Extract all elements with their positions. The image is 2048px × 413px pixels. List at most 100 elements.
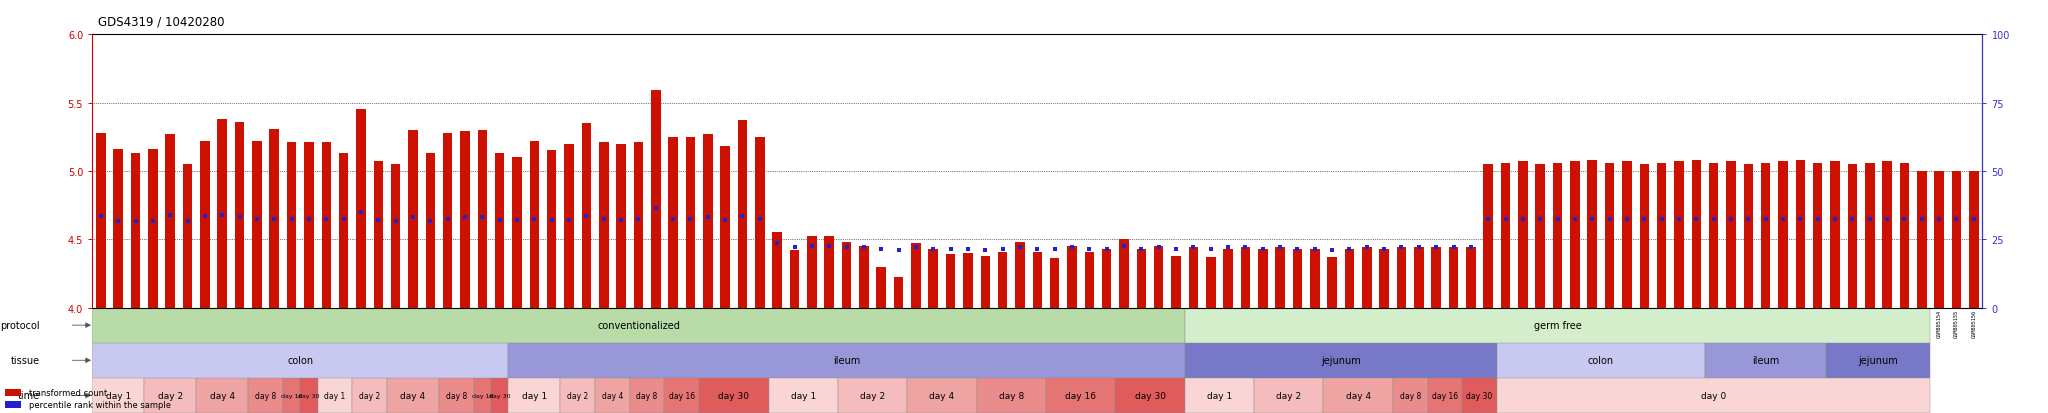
Bar [768,378,838,413]
Bar [92,378,143,413]
Bar [1462,378,1497,413]
Bar [1706,343,1827,378]
Bar [373,162,383,308]
Point [813,243,846,250]
Point [864,246,897,252]
Point [1870,216,1903,223]
Point [1835,216,1868,223]
Point [1073,246,1106,252]
Bar [1827,343,1931,378]
Text: day 30: day 30 [1466,391,1493,400]
Bar [1761,163,1769,308]
Bar [1952,171,1962,308]
Bar [1413,248,1423,308]
Point [467,214,500,221]
Text: germ free: germ free [1534,320,1581,330]
Text: percentile rank within the sample: percentile rank within the sample [29,400,172,409]
Point [1749,216,1782,223]
Bar [1184,378,1253,413]
Text: day 4: day 4 [930,391,954,400]
Point [952,246,985,252]
Text: protocol: protocol [0,320,41,330]
Bar [737,121,748,308]
Text: day 1: day 1 [791,391,815,400]
Bar [1708,163,1718,308]
Point [657,216,690,223]
Bar [1253,378,1323,413]
Bar [408,131,418,308]
Bar [147,150,158,308]
Point [188,213,221,220]
Bar [1501,163,1509,308]
Bar [1047,378,1116,413]
Point [1212,244,1245,251]
Bar [338,154,348,308]
Bar [1571,162,1579,308]
Text: day 1: day 1 [106,391,131,400]
Point [483,217,516,224]
Point [934,246,967,252]
Bar [131,154,139,308]
Point [1159,246,1192,252]
Point [588,216,621,223]
Point [449,214,481,221]
Bar [438,378,473,413]
Point [223,214,256,221]
Point [969,247,1001,254]
Point [1507,216,1540,223]
Text: day 8: day 8 [446,391,467,400]
Bar [911,244,922,308]
Point [1733,216,1765,223]
Point [569,213,602,220]
Bar [1497,378,1931,413]
Point [1438,244,1470,251]
Bar [893,278,903,308]
Bar [252,142,262,308]
Text: day 16: day 16 [1065,391,1096,400]
Point [623,216,655,223]
Bar [166,135,174,308]
Text: day 2: day 2 [860,391,885,400]
Bar [981,256,989,308]
Bar [1016,242,1024,308]
Point [1055,244,1087,251]
Point [848,244,881,251]
Text: day 0: day 0 [1702,391,1726,400]
Bar [1726,162,1737,308]
Bar [772,233,782,308]
Point [1905,216,1937,223]
Bar [858,247,868,308]
Text: ileum: ileum [1751,356,1780,366]
Bar [1323,378,1393,413]
Bar [702,135,713,308]
Point [1698,216,1731,223]
Bar [442,133,453,308]
Text: day 16: day 16 [1432,391,1458,400]
Bar [1866,163,1874,308]
Point [102,218,135,225]
Point [1663,216,1696,223]
Text: day 1: day 1 [522,391,547,400]
Bar [877,267,887,308]
Bar [96,133,106,308]
Bar [1102,249,1112,308]
Point [1194,246,1227,252]
Bar [270,129,279,308]
Point [379,218,412,225]
Point [1298,246,1331,252]
Bar [322,143,332,308]
Bar [547,151,557,308]
Bar [1184,343,1497,378]
Bar [530,142,539,308]
Point [154,212,186,218]
Point [1350,244,1382,251]
Bar [426,154,434,308]
Point [692,214,725,221]
Bar [473,378,492,413]
Point [137,218,170,225]
Text: day 2: day 2 [358,391,381,400]
Bar [1847,165,1858,308]
Point [518,216,551,223]
Point [1524,216,1556,223]
Text: ileum: ileum [834,356,860,366]
